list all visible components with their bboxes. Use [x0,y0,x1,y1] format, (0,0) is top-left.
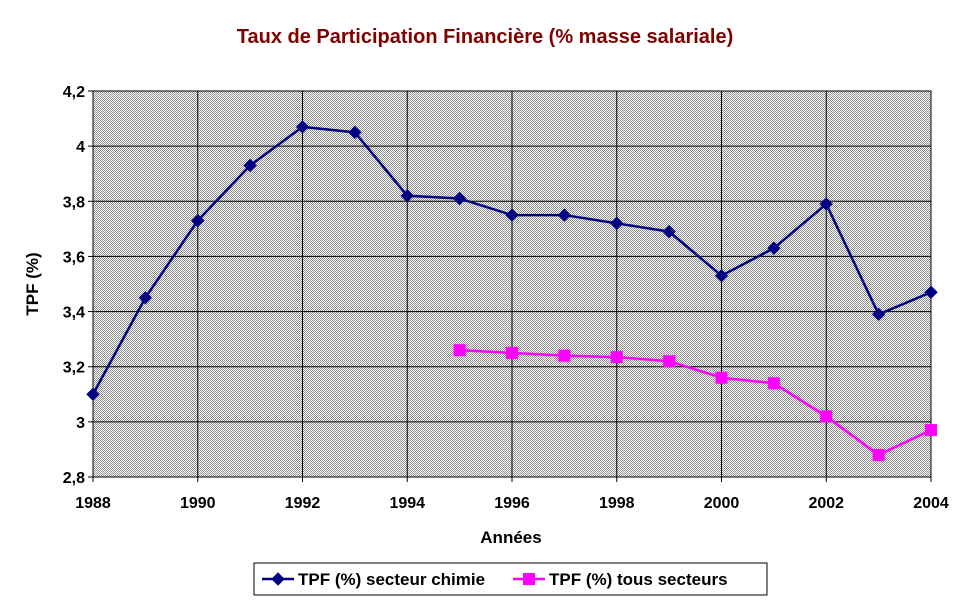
chart-title: Taux de Participation Financière (% mass… [237,26,734,48]
legend-box [253,562,768,596]
data-point [505,208,519,222]
y-tick-label: 2,8 [63,470,85,487]
data-point [662,224,676,239]
data-point [924,285,938,299]
data-point [86,387,100,401]
series-line [459,348,932,457]
legend-label: TPF (%) secteur chimie [298,570,485,589]
data-point [610,351,623,364]
data-point [295,120,310,134]
legend-marker [523,573,535,585]
data-point [715,371,728,384]
x-tick-label: 1998 [599,495,635,512]
data-point [714,269,729,283]
x-tick-label: 1996 [494,495,530,512]
series-1 [453,344,937,461]
data-point [819,197,833,211]
y-tick-label: 3,8 [63,194,85,211]
x-tick-label: 1994 [389,495,425,512]
data-point [871,307,886,322]
data-point [767,241,781,255]
data-point [558,349,571,362]
y-axis: 2,8 3 3,2 3,4 3,6 3,8 4 4,2 [63,84,93,487]
data-point [348,125,362,140]
y-tick-label: 4 [76,139,85,156]
series-0 [86,120,938,401]
x-tick-label: 1992 [285,495,321,512]
data-point [138,291,153,305]
legend: TPF (%) secteur chimie TPF (%) tous secte… [253,562,768,596]
x-tick-label: 1990 [180,495,216,512]
data-point [610,216,624,231]
data-point [872,448,885,461]
x-axis: 1988 1990 1992 1994 1996 1998 2000 2002 2004 [75,477,949,512]
data-point [453,344,466,357]
y-tick-label: 3 [76,415,85,432]
data-point [925,424,937,437]
data-point [557,208,572,222]
y-axis-title: TPF (%) [23,252,42,315]
legend-marker [271,572,285,586]
x-axis-title: Années [480,528,541,547]
x-tick-label: 2000 [704,495,740,512]
legend-label: TPF (%) tous secteurs [549,570,728,589]
y-tick-label: 3,2 [63,360,85,377]
data-point [191,213,205,228]
series-layer [86,120,938,461]
y-tick-label: 3,6 [63,249,85,266]
y-tick-label: 4,2 [63,84,85,101]
data-point [506,346,518,359]
data-point [820,410,833,423]
data-point [243,158,257,173]
legend-item: TPF (%) secteur chimie [262,570,485,589]
data-point [452,191,467,206]
x-tick-label: 2004 [913,495,949,512]
data-point [400,189,414,203]
x-tick-label: 2002 [808,495,844,512]
data-point [663,355,676,368]
y-tick-label: 3,4 [63,305,85,322]
data-point [767,377,780,390]
x-tick-label: 1988 [75,495,111,512]
legend-item: TPF (%) tous secteurs [513,570,728,589]
